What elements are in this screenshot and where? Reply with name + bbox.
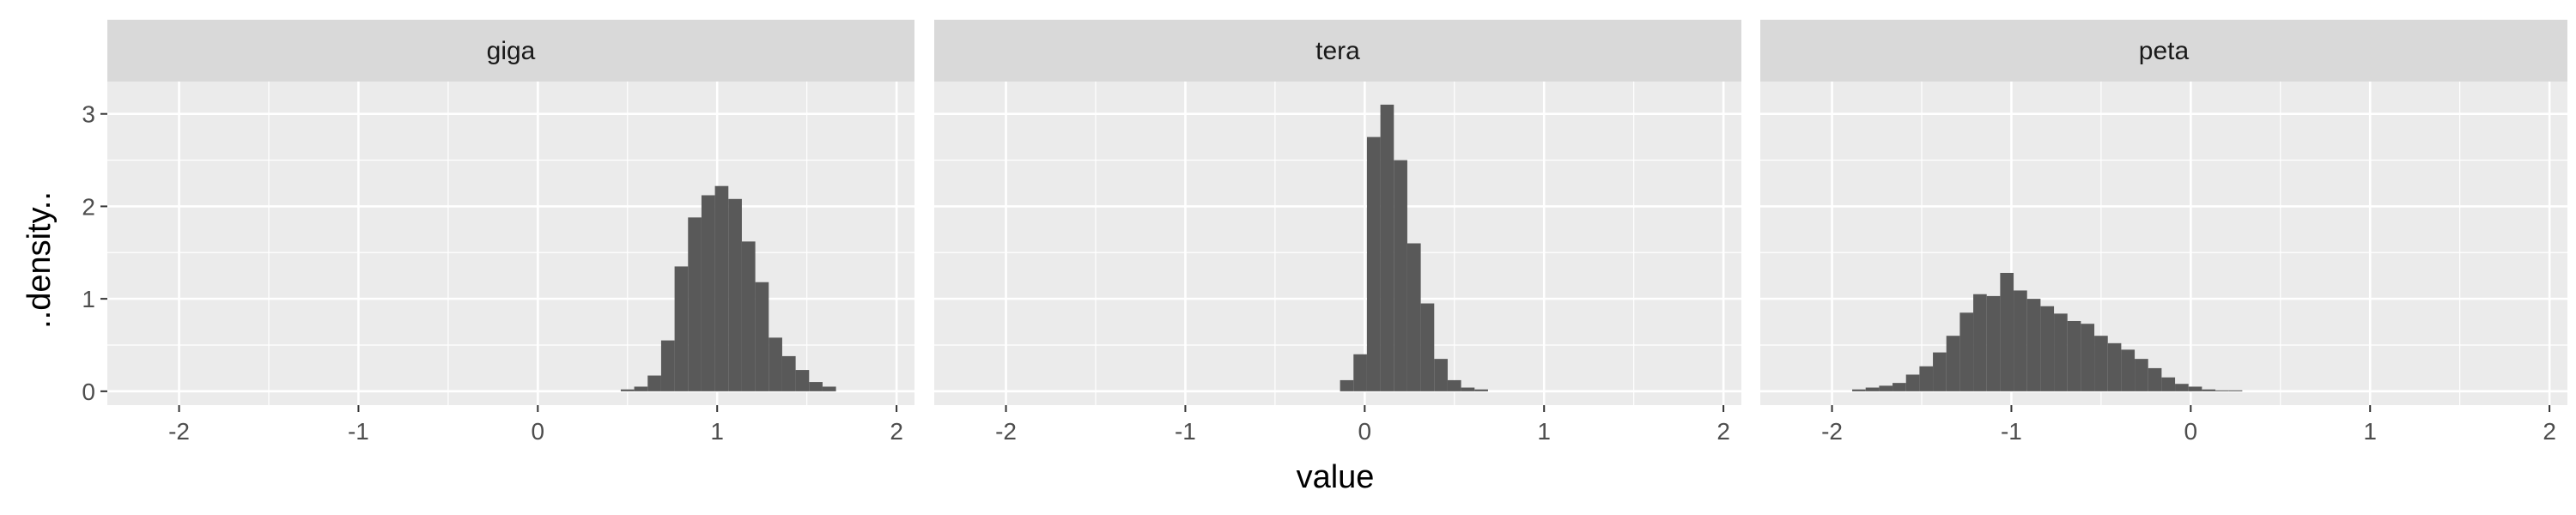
histogram-bar [1340,379,1354,391]
histogram-bar [2135,359,2148,391]
histogram-bar [795,370,810,391]
histogram-bar [755,282,769,391]
histogram-bar [2175,384,2189,391]
histogram-bar [1933,352,1947,391]
y-tick-label: 0 [82,379,95,405]
histogram-bar [1447,379,1461,391]
x-tick-label: -1 [348,418,369,445]
histogram-bar [2202,389,2216,391]
histogram-bar [1946,336,1960,391]
histogram-bar [1893,383,1906,391]
histogram-bar [2161,377,2176,391]
histogram-bar [1919,366,1934,391]
histogram-bar [1380,104,1394,391]
panel-background [1760,82,2567,405]
facet-panels: giga -2 -1 0 1 2 tera -2 -1 0 1 2 peta -2 -1 0 1 2 [107,20,2567,445]
histogram-bar [660,340,675,391]
histogram-bar [741,241,756,391]
histogram-bar [1461,387,1475,391]
histogram-bar [2121,349,2136,391]
x-axis-title: value [1297,459,1375,495]
histogram-bar [688,217,702,391]
histogram-bar [2067,320,2081,391]
x-tick-label: 1 [1537,418,1551,445]
histogram-bar [2014,290,2027,391]
histogram-bar [1852,389,1866,391]
facet-peta: peta -2 -1 0 1 2 [1760,20,2567,445]
y-axis-title: ..density.. [21,191,58,329]
histogram-bar [1434,359,1448,391]
histogram-bar [2148,367,2162,391]
histogram-bar [1406,243,1421,391]
histogram-bar [1420,303,1435,391]
histogram-bar [728,198,742,391]
y-tick-label: 2 [82,193,95,220]
x-tick-label: -1 [1175,418,1196,445]
x-tick-label: 2 [2543,418,2556,445]
facet-giga: giga -2 -1 0 1 2 [107,20,914,445]
y-axis: 0 1 2 3 [82,101,107,405]
facet-strip-label: tera [1315,37,1360,65]
histogram-bar [2000,272,2014,391]
x-tick-label: -2 [995,418,1017,445]
x-tick-label: 0 [532,418,545,445]
x-tick-label: 2 [890,418,903,445]
histogram-bar [674,266,689,391]
x-tick-label: 0 [1358,418,1372,445]
histogram-bar [769,337,782,391]
histogram-bar [822,386,836,391]
facet-strip [1760,20,2567,82]
histogram-bar [809,382,823,391]
y-tick-label: 1 [82,286,95,312]
histogram-bar [1865,387,1880,391]
facet-tera: tera -2 -1 0 1 2 [934,20,1741,445]
histogram-bar [1366,136,1381,391]
histogram-bar [2081,324,2095,391]
x-tick-label: -2 [168,418,190,445]
histogram-bar [714,185,729,391]
facet-strip-label: giga [487,37,536,65]
histogram-bar [1986,295,2001,391]
histogram-bar [1973,294,1987,391]
histogram-bar [781,355,796,391]
facet-strip-label: peta [2139,37,2190,65]
histogram-bar [2188,386,2202,391]
histogram-bar [2054,313,2068,391]
histogram-bar [2094,336,2108,391]
histogram-bar [647,375,661,391]
histogram-bar [701,195,715,391]
panel-background [934,82,1741,405]
histogram-bar [1353,354,1367,391]
histogram-bar [1394,160,1407,391]
histogram-bar [2107,342,2122,391]
histogram-bar [1905,374,1920,391]
x-tick-label: 1 [2363,418,2377,445]
facet-strip [107,20,914,82]
histogram-bar [634,386,648,391]
x-tick-label: -1 [2001,418,2022,445]
facet-strip [934,20,1741,82]
x-tick-label: -2 [1821,418,1843,445]
histogram-bar [1959,312,1974,391]
x-tick-label: 2 [1716,418,1730,445]
histogram-bar [620,389,635,391]
x-tick-label: 1 [710,418,724,445]
histogram-bar [1879,385,1893,391]
x-tick-label: 0 [2184,418,2198,445]
histogram-bar [1474,389,1488,391]
histogram-bar [2040,306,2055,391]
histogram-bar [2026,299,2041,391]
y-tick-label: 3 [82,101,95,128]
